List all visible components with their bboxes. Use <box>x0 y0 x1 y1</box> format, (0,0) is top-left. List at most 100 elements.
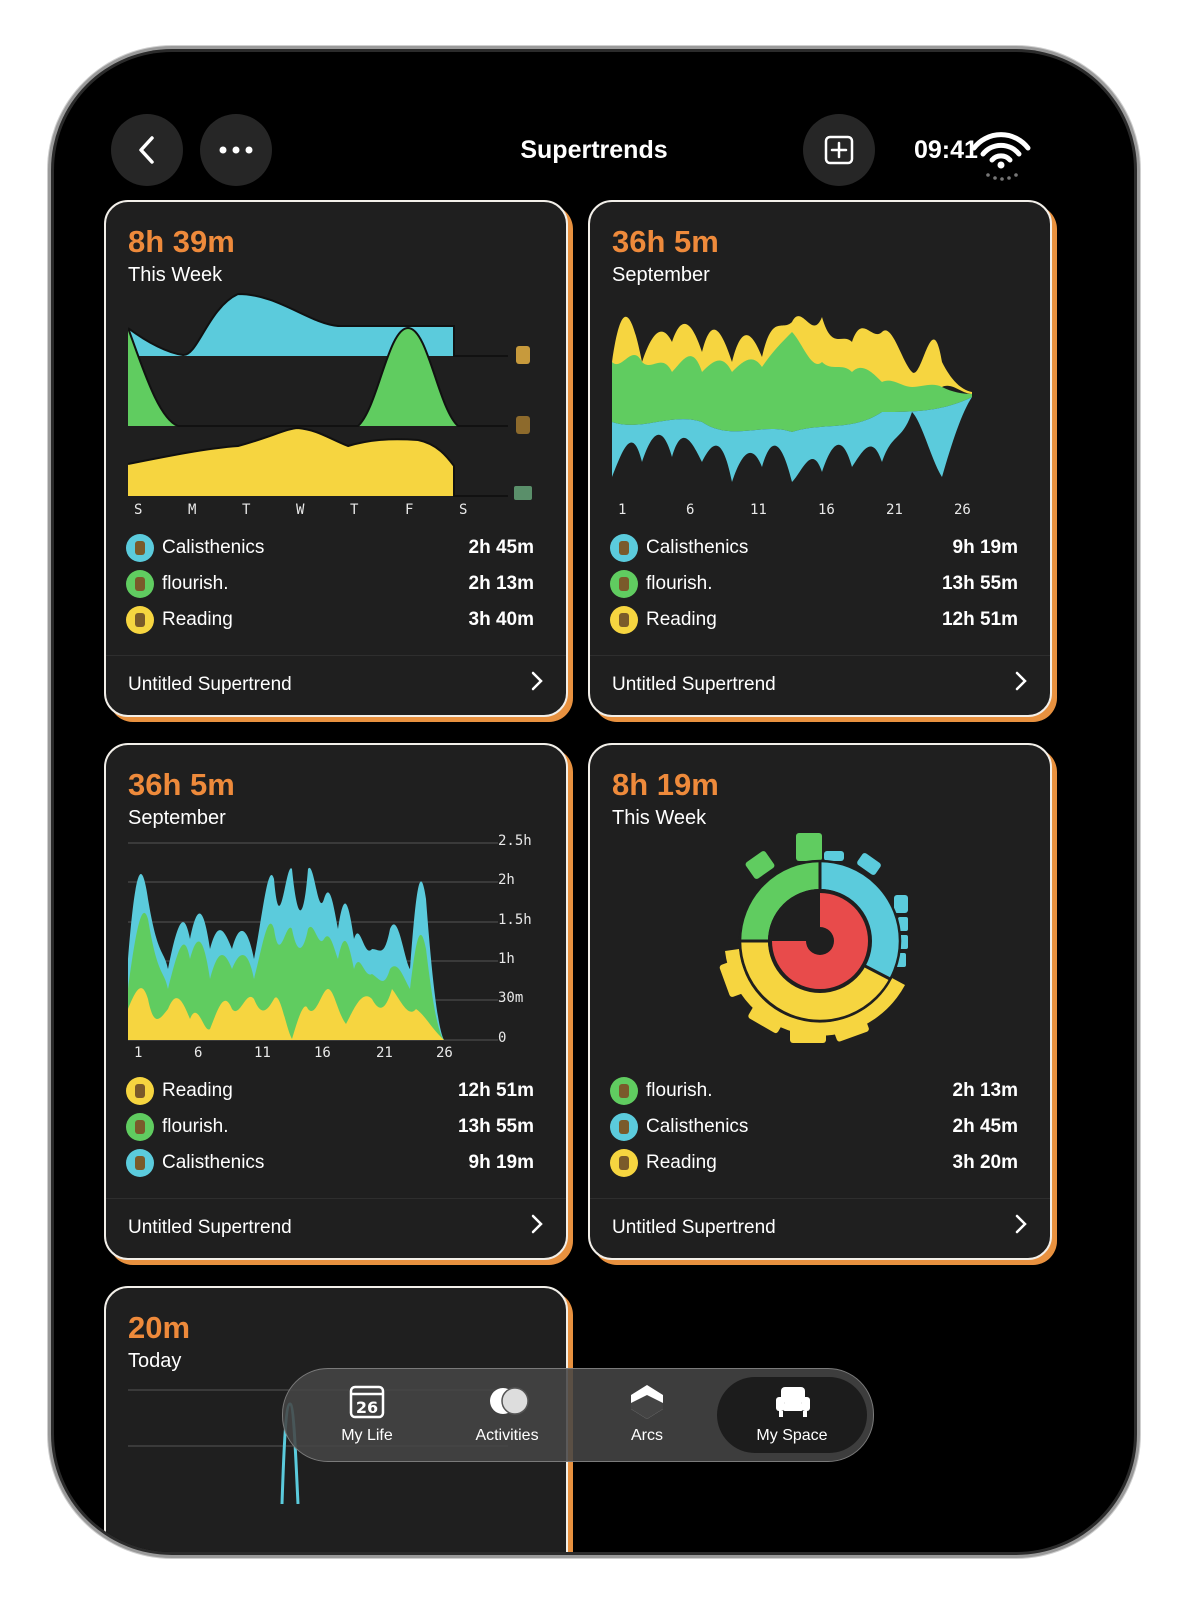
x-tick: W <box>296 502 305 518</box>
x-tick: 16 <box>314 1045 331 1061</box>
back-button[interactable] <box>111 114 183 186</box>
x-tick: 1 <box>134 1045 143 1061</box>
x-tick: 21 <box>886 502 903 518</box>
series-reading-area <box>128 428 508 496</box>
legend-name: Reading <box>646 1152 717 1173</box>
tab-activities[interactable]: Activities <box>437 1377 577 1453</box>
x-tick: S <box>134 502 143 518</box>
volume-button-bottom <box>47 357 53 453</box>
chevron-left-icon <box>139 136 154 164</box>
legend-value: 3h 20m <box>952 1152 1018 1173</box>
ring-segment-reading <box>740 941 890 1021</box>
x-tick: 11 <box>750 502 767 518</box>
person-icon <box>610 1113 638 1141</box>
footer-title: Untitled Supertrend <box>612 674 776 695</box>
legend-value: 2h 45m <box>468 537 534 558</box>
tab-my-life[interactable]: 26 My Life <box>297 1377 437 1453</box>
legend-row: Reading 12h 51m <box>126 1075 534 1109</box>
supertrend-card-1[interactable]: 8h 39m This Week S M T W T F S Calisthen… <box>104 200 568 717</box>
person-icon <box>126 534 154 562</box>
arc-icon <box>631 1385 663 1419</box>
supertrend-card-2[interactable]: 36h 5m September 1 6 11 16 21 26 Calisth… <box>588 200 1052 717</box>
legend-name: Reading <box>646 609 717 630</box>
legend-value: 12h 51m <box>457 1080 534 1101</box>
card-footer[interactable]: Untitled Supertrend <box>106 1198 566 1258</box>
x-tick: 21 <box>376 1045 393 1061</box>
card-total: 8h 19m <box>612 767 719 802</box>
ring-segment-flourish <box>740 861 820 941</box>
more-button[interactable] <box>200 114 272 186</box>
y-tick: 2.5h <box>498 833 532 849</box>
supertrend-card-3[interactable]: 36h 5m September 2.5h 2h 1.5h 1h 30m 0 1… <box>104 743 568 1260</box>
legend-value: 3h 40m <box>468 609 534 630</box>
tab-my-space[interactable]: My Space <box>717 1377 867 1453</box>
footer-title: Untitled Supertrend <box>128 1217 292 1238</box>
outer-segment-reading <box>748 1000 786 1034</box>
y-tick: 2h <box>498 872 515 888</box>
outer-segment-calisthenics <box>824 851 844 861</box>
status-time: 09:41 <box>914 136 978 164</box>
card-footer[interactable]: Untitled Supertrend <box>590 655 1050 715</box>
tab-bar: 26 My Life Activities Arcs <box>282 1368 874 1462</box>
stacked-area-chart <box>128 842 498 1041</box>
tab-label: Activities <box>475 1427 539 1444</box>
x-tick: T <box>350 502 359 518</box>
legend-value: 2h 13m <box>468 573 534 594</box>
plant-icon <box>516 416 530 434</box>
footer-title: Untitled Supertrend <box>612 1217 776 1238</box>
page-title: Supertrends <box>520 136 668 164</box>
y-tick: 0 <box>498 1030 507 1046</box>
series-flourish-line <box>128 326 508 427</box>
plus-square-icon <box>824 135 854 165</box>
series-flourish-stream <box>612 332 972 432</box>
legend-name: flourish. <box>162 1116 229 1137</box>
series-reading-area <box>128 988 444 1040</box>
armchair-icon <box>776 1387 810 1417</box>
plant-icon <box>610 1077 638 1105</box>
legend-row: flourish. 13h 55m <box>126 1111 534 1145</box>
legend-row: Reading 12h 51m <box>610 604 1018 638</box>
tablet-screen: Supertrends 09:41 8h 39m This Week S M T <box>54 52 1134 1552</box>
series-reading-line <box>128 426 508 497</box>
books-icon <box>126 1077 154 1105</box>
legend-value: 2h 13m <box>952 1080 1018 1101</box>
legend-row: Reading 3h 20m <box>610 1147 1018 1181</box>
legend-name: Calisthenics <box>162 1152 265 1173</box>
calendar-icon: 26 <box>349 1385 385 1419</box>
card-period: September <box>128 807 226 829</box>
card-period: Today <box>128 1350 182 1372</box>
outer-segment-flourish <box>745 851 775 879</box>
series-calisthenics-line <box>128 292 508 357</box>
legend-name: Reading <box>162 609 233 630</box>
person-icon <box>126 1149 154 1177</box>
supertrend-card-4[interactable]: 8h 19m This Week <box>588 743 1052 1260</box>
add-button[interactable] <box>803 114 875 186</box>
card-footer[interactable]: Untitled Supertrend <box>106 655 566 715</box>
outer-segment-calisthenics <box>898 917 908 931</box>
tab-arcs[interactable]: Arcs <box>577 1377 717 1453</box>
legend-value: 9h 19m <box>468 1152 534 1173</box>
outer-segment-calisthenics <box>894 895 908 913</box>
legend-value: 13h 55m <box>941 573 1018 594</box>
y-tick: 1h <box>498 951 515 967</box>
outer-segment-reading <box>790 1023 826 1043</box>
ellipsis-icon <box>219 146 253 154</box>
x-tick: F <box>405 502 414 518</box>
card-period: September <box>612 264 710 286</box>
outer-segment-reading <box>833 1016 869 1042</box>
books-icon <box>126 606 154 634</box>
card-footer[interactable]: Untitled Supertrend <box>590 1198 1050 1258</box>
legend-name: flourish. <box>646 1080 713 1101</box>
person-icon <box>516 346 530 364</box>
card-period: This Week <box>128 264 223 286</box>
series-calisthenics-stream <box>612 397 972 482</box>
legend-value: 2h 45m <box>952 1116 1018 1137</box>
center-segment <box>772 893 868 989</box>
legend-row: Calisthenics 2h 45m <box>126 532 534 566</box>
outer-segment-flourish <box>796 833 822 861</box>
books-icon <box>610 606 638 634</box>
circles-icon <box>490 1387 529 1415</box>
books-icon <box>610 1149 638 1177</box>
x-tick: S <box>459 502 468 518</box>
plant-icon <box>126 570 154 598</box>
